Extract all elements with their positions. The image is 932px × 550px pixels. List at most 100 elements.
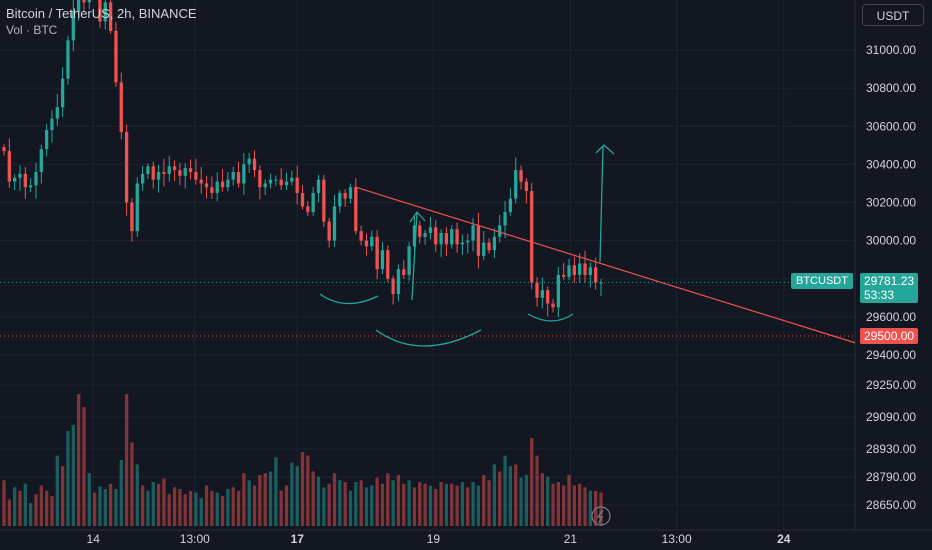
volume-bar	[44, 490, 49, 526]
grid	[0, 0, 932, 531]
volume-bar	[178, 489, 182, 526]
candle-body	[396, 269, 401, 294]
candle-body	[492, 236, 497, 251]
volume-bar	[258, 474, 262, 526]
candle-body	[380, 250, 385, 270]
volume-bar	[135, 464, 139, 526]
volume-bar	[338, 480, 342, 526]
y-tick-label: 28790.00	[866, 470, 916, 484]
volume-bar	[487, 480, 491, 526]
volume-bar	[119, 460, 123, 526]
volume-bar	[434, 489, 438, 526]
volume-bar	[508, 466, 513, 526]
candle-body	[156, 172, 161, 180]
volume-bar	[572, 485, 577, 526]
candle-body	[546, 290, 550, 304]
candle-body	[98, 0, 102, 22]
candle-body	[103, 2, 107, 22]
candle-body	[258, 170, 262, 188]
candle-body	[343, 192, 347, 199]
symbol-title[interactable]: Bitcoin / TetherUS, 2h, BINANCE	[6, 6, 197, 21]
volume-bar	[482, 474, 486, 526]
candle-body	[508, 198, 513, 213]
candle-body	[370, 236, 374, 247]
downtrend-line	[354, 186, 856, 344]
candle-body	[119, 82, 123, 132]
volume-bar	[284, 485, 289, 526]
y-tick-label: 30000.00	[866, 234, 916, 248]
candle-body	[114, 30, 118, 83]
volume-bar	[567, 474, 571, 526]
last-price-tag: 29781.23 53:33	[860, 273, 919, 303]
volume-bar	[39, 485, 43, 526]
volume-bar	[76, 394, 81, 526]
volume-bar	[103, 489, 107, 526]
candle-body	[338, 192, 342, 207]
candle-body	[482, 242, 486, 256]
candle-body	[434, 227, 438, 245]
candle-body	[290, 177, 294, 182]
volume-bar	[247, 480, 251, 526]
volume-bar	[476, 485, 481, 526]
volume-bar	[71, 424, 75, 526]
candle-body	[306, 206, 310, 213]
breakout-arrow-small	[409, 210, 426, 301]
volume-bar	[402, 483, 406, 526]
volume-bar	[146, 490, 150, 526]
horizontal-level-tag: 29500.00	[860, 328, 919, 344]
candle-body	[471, 225, 475, 241]
bar-countdown: 53:33	[864, 288, 895, 302]
volume-bar	[556, 482, 561, 526]
volume-bar	[514, 464, 518, 526]
currency-unit-button[interactable]: USDT	[862, 4, 924, 26]
right-shoulder-curve	[527, 313, 574, 322]
candle-body	[567, 265, 571, 277]
volume-legend[interactable]: Vol · BTC	[6, 23, 58, 37]
candle-body	[476, 225, 481, 256]
volume-bar	[183, 494, 187, 526]
volume-bar	[210, 490, 214, 526]
chart-header: Bitcoin / TetherUS, 2h, BINANCE Vol · BT…	[6, 6, 197, 38]
volume-bar	[290, 462, 294, 526]
volume-bar	[327, 483, 331, 526]
candle-body	[423, 233, 427, 237]
candle-body	[530, 191, 534, 283]
candle-body	[316, 179, 321, 193]
candle-body	[124, 131, 129, 203]
lightning-icon	[591, 506, 611, 526]
volume-bar	[386, 473, 390, 526]
candle-body	[252, 158, 257, 171]
volume-bar	[535, 455, 539, 526]
candle-body	[322, 179, 326, 222]
candle-body	[311, 192, 315, 213]
candle-body	[583, 263, 587, 275]
candle-body	[418, 225, 422, 237]
volume-bar	[162, 478, 166, 526]
volume-bar	[599, 492, 603, 526]
candle-body	[295, 177, 299, 193]
y-tick-label: 29090.00	[866, 410, 916, 424]
volume-bar	[466, 487, 470, 526]
candle-body	[284, 181, 289, 186]
volume-bar	[226, 489, 230, 526]
volume-bar	[455, 485, 459, 526]
volume-bar	[530, 438, 534, 526]
y-tick-label: 29600.00	[866, 310, 916, 324]
candle-body	[391, 278, 395, 294]
x-tick-label: 21	[564, 532, 578, 546]
volume-bar	[108, 483, 113, 526]
candle-body	[188, 168, 193, 172]
volume-bar	[124, 394, 129, 526]
candle-body	[268, 179, 273, 184]
head-curve	[375, 329, 482, 347]
volume-bar	[322, 487, 326, 526]
candle-body	[562, 274, 566, 277]
volume-bar	[407, 480, 411, 526]
candle-body	[7, 151, 11, 182]
candle-body	[23, 173, 27, 188]
candle-body	[444, 233, 449, 245]
candle-body	[146, 166, 150, 174]
volume-bar	[316, 476, 321, 526]
volume-bar	[220, 496, 225, 526]
